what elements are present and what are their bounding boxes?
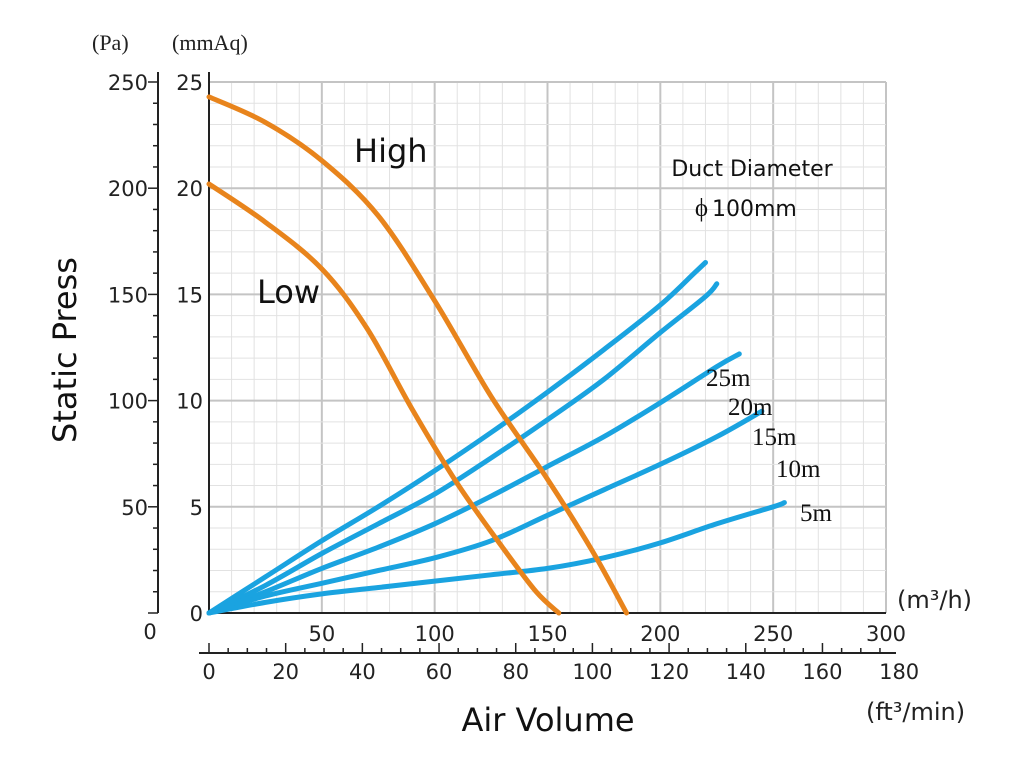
y-tick-label-mmaq: 15: [176, 283, 203, 307]
y-tick-label-pa: 250: [108, 71, 148, 95]
grid: [208, 81, 887, 614]
low-curve-label: Low: [257, 273, 320, 311]
x-axis-title: Air Volume: [461, 701, 634, 739]
fan-curve-low: [206, 181, 562, 616]
x-tick-label-secondary: 100: [572, 660, 612, 684]
y-tick-label-mmaq: 20: [176, 177, 203, 201]
fan-curve-high: [206, 94, 629, 616]
y-tick-label-mmaq: 0: [190, 602, 203, 626]
series: [206, 94, 787, 616]
high-curve-label: High: [354, 132, 428, 170]
x-tick-label-secondary: 120: [649, 660, 689, 684]
y-tick-label-mmaq: 5: [190, 496, 203, 520]
duct-label-5m: 5m: [800, 500, 833, 527]
x-unit-secondary: (ft³/min): [866, 698, 965, 726]
y-axis-title: Static Press: [46, 257, 84, 443]
duct-label-20m: 20m: [728, 394, 773, 421]
x-tick-label-secondary: 160: [802, 660, 842, 684]
duct-curve-20m: [206, 281, 720, 616]
x-tick-label-secondary: 60: [426, 660, 453, 684]
duct-label-15m: 15m: [752, 424, 797, 451]
y-tick-label-pa: 100: [108, 390, 148, 414]
x-tick-label-secondary: 180: [879, 660, 919, 684]
origin-label: 0: [143, 620, 156, 644]
x-unit-primary: (m³/h): [897, 586, 972, 614]
duct-diameter-phi: ϕ: [695, 195, 708, 222]
duct-label-25m: 25m: [706, 365, 751, 392]
duct-curve-25m: [206, 260, 708, 616]
x-tick-label-primary: 100: [415, 622, 455, 646]
x-tick-label-primary: 250: [753, 622, 793, 646]
x-tick-label-secondary: 20: [272, 660, 299, 684]
x-tick-label-primary: 150: [527, 622, 567, 646]
y-unit-pa: (Pa): [92, 30, 129, 55]
x-tick-label-primary: 300: [866, 622, 906, 646]
y-tick-label-pa: 150: [108, 283, 148, 307]
x-tick-label-secondary: 140: [726, 660, 766, 684]
duct-label-10m: 10m: [776, 456, 821, 483]
y-unit-mmaq: (mmAq): [172, 30, 248, 55]
y-tick-label-mmaq: 10: [176, 390, 203, 414]
duct-curve-15m: [206, 351, 742, 616]
x-tick-label-secondary: 0: [202, 660, 215, 684]
y-tick-label-pa: 50: [121, 496, 148, 520]
x-tick-label-primary: 50: [308, 622, 335, 646]
y-tick-label-pa: 200: [108, 177, 148, 201]
duct-curve-10m: [206, 408, 765, 616]
duct-diameter-title: Duct Diameter: [671, 157, 833, 182]
duct-diameter-value: 100mm: [712, 197, 797, 222]
x-tick-label-secondary: 40: [349, 660, 376, 684]
x-tick-label-secondary: 80: [502, 660, 529, 684]
y-tick-label-mmaq: 25: [176, 71, 203, 95]
x-tick-label-primary: 200: [640, 622, 680, 646]
